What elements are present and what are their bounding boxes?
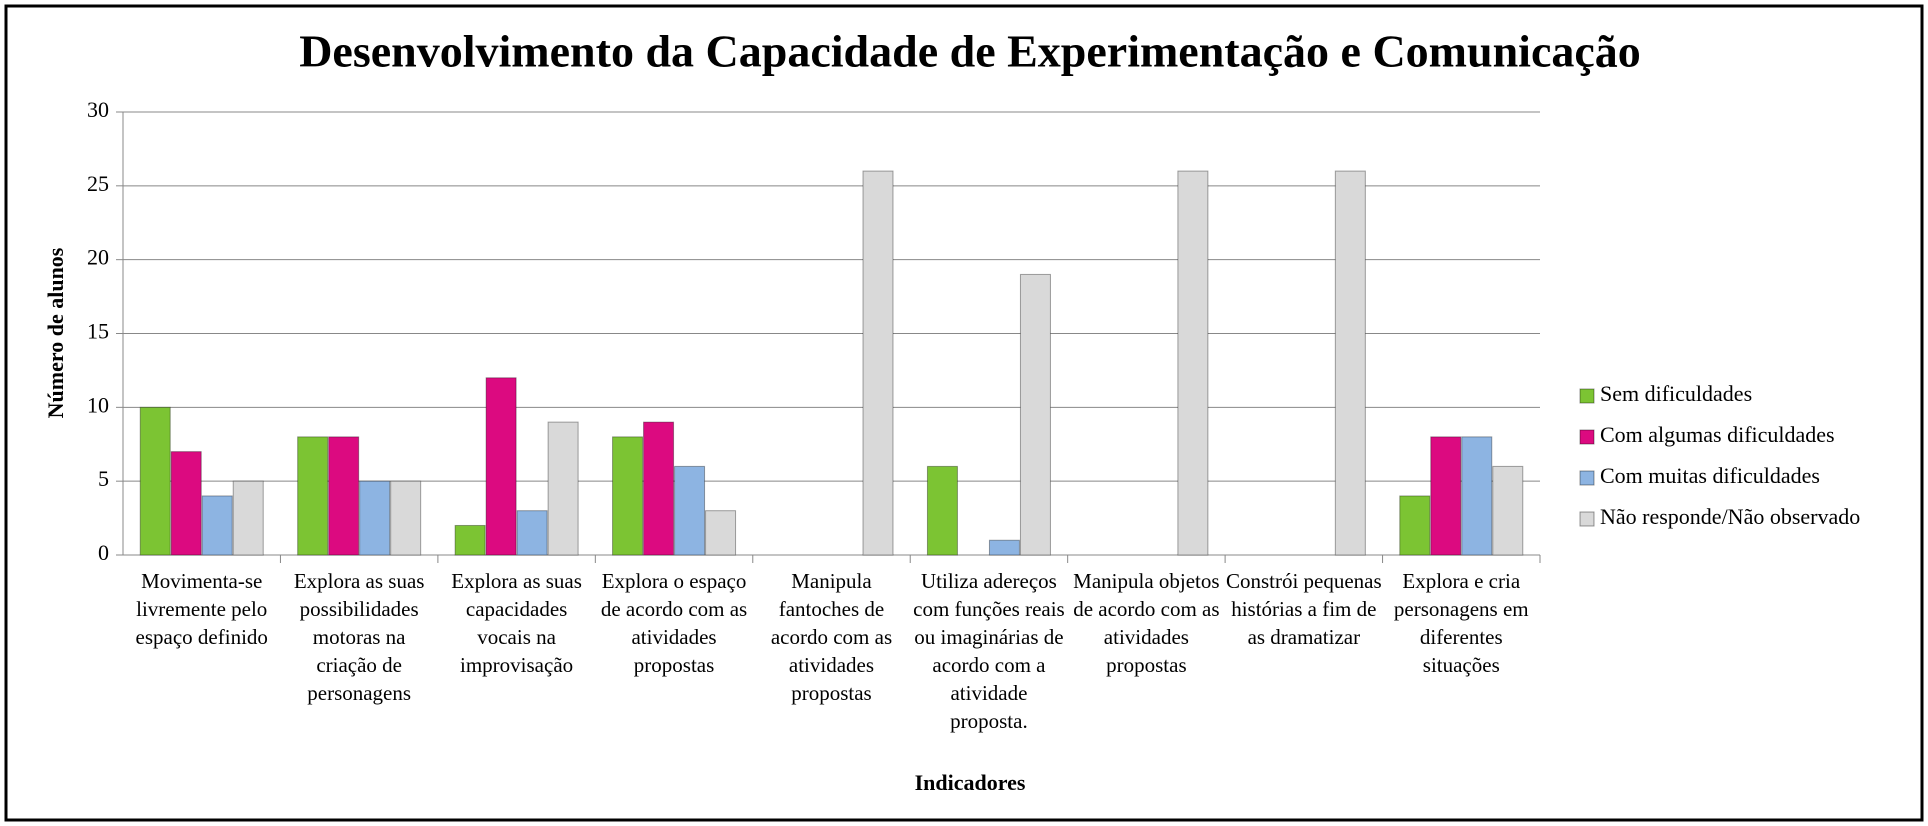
bar <box>170 451 202 556</box>
x-tick-label-box: Explora o espaço de acordo com as ativid… <box>600 569 748 677</box>
x-tick-label-box: Constrói pequenas histórias a fim de as … <box>1225 569 1382 649</box>
x-tick-label: Explora e cria personagens em diferentes… <box>1393 569 1529 677</box>
bar <box>1334 170 1366 556</box>
legend-swatch <box>1579 511 1595 527</box>
x-tick-label: Explora o espaço de acordo com as ativid… <box>600 569 748 677</box>
x-tick-label: Explora as suas possibilidades motoras n… <box>293 569 425 705</box>
bar <box>862 170 894 556</box>
y-tick-label: 5 <box>98 466 109 491</box>
x-tick-label: Manipula objetos de acordo com as ativid… <box>1073 569 1220 677</box>
y-tick-label: 0 <box>98 540 109 565</box>
bar <box>643 421 675 556</box>
y-tick-label: 10 <box>87 392 109 417</box>
x-tick-label-box: Utiliza adereços com funções reais ou im… <box>913 569 1065 733</box>
x-tick-label-box: Manipula objetos de acordo com as ativid… <box>1073 569 1220 677</box>
bar <box>705 510 737 556</box>
bar <box>988 539 1020 556</box>
y-tick-label: 20 <box>87 245 109 270</box>
x-tick-label: Explora as suas capacidades vocais na im… <box>451 569 582 677</box>
y-tick-label: 30 <box>87 97 109 122</box>
x-tick-label: Movimenta-se livremente pelo espaço defi… <box>135 569 268 649</box>
bar <box>674 465 706 556</box>
bar <box>454 524 486 556</box>
legend-swatch <box>1579 429 1595 445</box>
x-tick-label: Constrói pequenas histórias a fim de as … <box>1225 569 1382 649</box>
x-tick-label: Manipula fantoches de acordo com as ativ… <box>770 569 893 705</box>
y-tick-label: 25 <box>87 171 109 196</box>
x-tick-label-box: Explora e cria personagens em diferentes… <box>1393 569 1529 677</box>
bar <box>926 465 958 556</box>
x-tick-label: Utiliza adereços com funções reais ou im… <box>913 569 1065 733</box>
x-axis-label: Indicadores <box>915 770 1026 795</box>
bar <box>1019 273 1051 556</box>
y-axis-label: Número de alunos <box>43 247 68 418</box>
bar <box>1461 436 1493 556</box>
bar <box>390 480 422 556</box>
bar <box>1177 170 1209 556</box>
x-tick-label-box: Movimenta-se livremente pelo espaço defi… <box>135 569 268 649</box>
chart-title: Desenvolvimento da Capacidade de Experim… <box>299 26 1641 77</box>
bar <box>328 436 360 556</box>
legend-swatch <box>1579 388 1595 404</box>
legend-label: Com muitas dificuldades <box>1600 463 1820 488</box>
x-tick-label-box: Manipula fantoches de acordo com as ativ… <box>770 569 893 705</box>
x-tick-label-box: Explora as suas capacidades vocais na im… <box>451 569 582 677</box>
legend-label: Com algumas dificuldades <box>1600 422 1835 447</box>
bar <box>139 406 171 556</box>
bar <box>201 495 233 556</box>
legend-label: Sem dificuldades <box>1600 381 1752 406</box>
legend-label: Não responde/Não observado <box>1600 504 1860 529</box>
bar <box>232 480 264 556</box>
bar <box>1430 436 1462 556</box>
x-tick-label-box: Explora as suas possibilidades motoras n… <box>293 569 425 705</box>
chart-frame <box>4 4 1924 822</box>
y-tick-label: 15 <box>87 319 109 344</box>
bar <box>1399 495 1431 556</box>
bar <box>612 436 644 556</box>
bar <box>359 480 391 556</box>
legend-swatch <box>1579 470 1595 486</box>
bar <box>547 421 579 556</box>
bar <box>516 510 548 556</box>
bar <box>1492 465 1524 556</box>
bar <box>297 436 329 556</box>
bar <box>485 377 517 556</box>
